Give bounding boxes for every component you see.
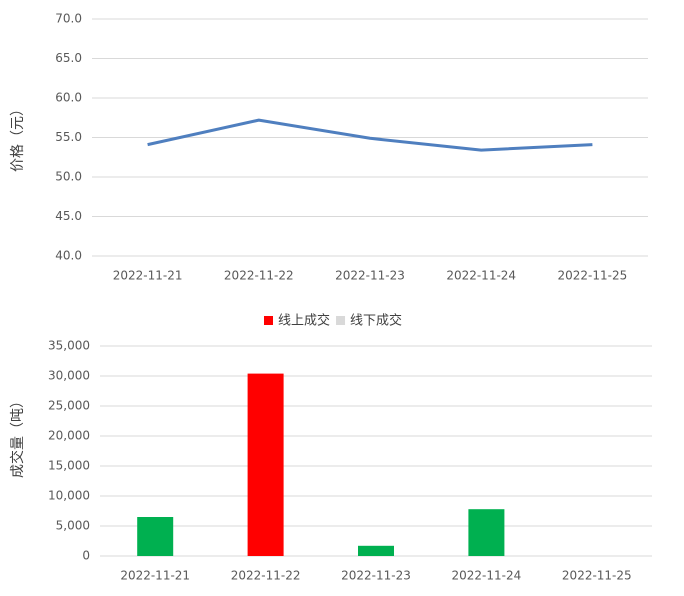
x-tick-label: 2022-11-25 — [558, 269, 628, 283]
legend-swatch — [264, 316, 273, 325]
legend-label: 线下成交 — [350, 313, 402, 329]
y-axis-label: 成交量（吨） — [9, 394, 26, 478]
y-tick-label: 50.0 — [55, 170, 82, 184]
y-tick-label: 10,000 — [48, 489, 90, 503]
y-tick-label: 40.0 — [55, 249, 82, 263]
y-tick-label: 45.0 — [55, 209, 82, 223]
x-tick-label: 2022-11-21 — [120, 569, 190, 583]
line — [147, 118, 593, 152]
x-tick-label: 2022-11-24 — [452, 569, 522, 583]
x-tick-label: 2022-11-23 — [335, 269, 405, 283]
y-tick-label: 55.0 — [55, 130, 82, 144]
legend-swatch — [336, 316, 346, 325]
y-tick-label: 15,000 — [48, 459, 90, 473]
x-tick-label: 2022-11-24 — [446, 269, 516, 283]
x-tick-label: 2022-11-21 — [113, 269, 183, 283]
y-tick-label: 0 — [82, 549, 90, 563]
y-tick-label: 5,000 — [56, 519, 90, 533]
y-tick-label: 35,000 — [48, 339, 90, 353]
x-tick-label: 2022-11-22 — [231, 569, 301, 583]
y-tick-label: 20,000 — [48, 429, 90, 443]
bar — [137, 517, 174, 556]
y-tick-label: 65.0 — [55, 51, 82, 65]
y-tick-label: 25,000 — [48, 399, 90, 413]
y-tick-label: 70.0 — [55, 12, 82, 26]
y-tick-label: 30,000 — [48, 369, 90, 383]
y-axis-label: 价格（元） — [10, 102, 26, 172]
x-tick-label: 2022-11-23 — [341, 569, 411, 583]
bar — [468, 509, 505, 556]
x-tick-label: 2022-11-22 — [224, 269, 294, 283]
x-tick-label: 2022-11-25 — [562, 569, 632, 583]
bar — [358, 545, 394, 556]
y-tick-label: 60.0 — [55, 91, 82, 105]
bar — [247, 373, 284, 556]
legend-label: 线上成交 — [278, 313, 330, 329]
